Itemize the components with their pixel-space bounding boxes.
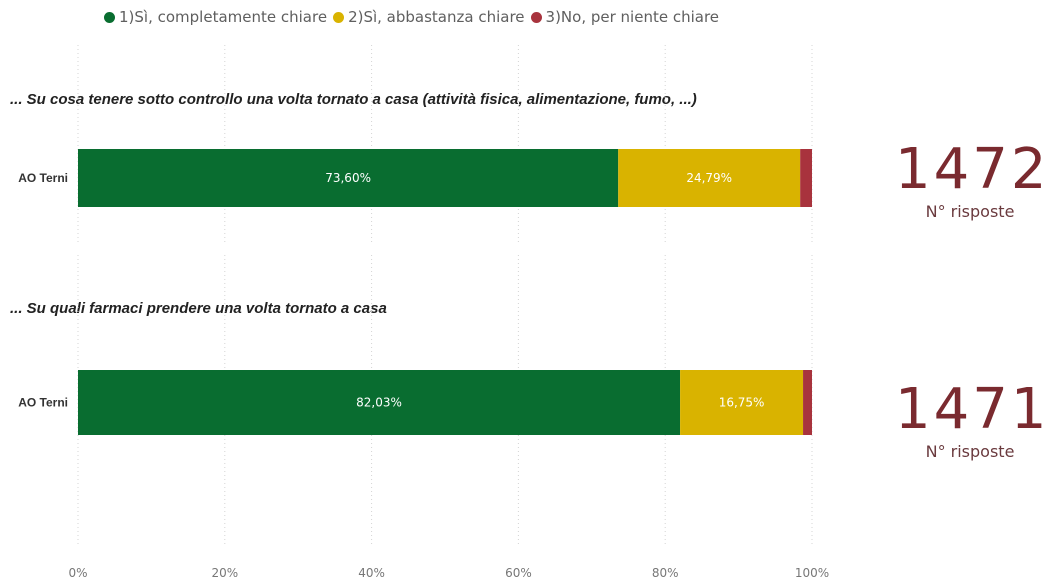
- bar-segment: [78, 149, 619, 207]
- data-label: 16,75%: [719, 396, 765, 410]
- question-title-farmaci: ... Su quali farmaci prendere una volta …: [10, 300, 387, 317]
- legend-label: 3)No, per niente chiare: [545, 8, 720, 26]
- legend-label: 2)Sì, abbastanza chiare: [348, 8, 525, 26]
- bar-segment: [803, 370, 812, 435]
- x-tick-label: 100%: [795, 566, 829, 580]
- bar-segment: [800, 149, 812, 207]
- category-label: AO Terni: [18, 396, 68, 410]
- question-title-controllo: ... Su cosa tenere sotto controllo una v…: [10, 91, 697, 108]
- bar-segment: [680, 370, 804, 435]
- response-count-label: N° risposte: [925, 202, 1015, 221]
- legend-dot-icon: [104, 11, 115, 23]
- bar-segment: [618, 149, 801, 207]
- response-count-value: 1472: [895, 137, 1045, 202]
- response-count-card-1: 1472 N° risposte: [895, 137, 1045, 222]
- data-label: 24,79%: [686, 171, 732, 185]
- response-count-label: N° risposte: [925, 442, 1015, 461]
- data-label: 82,03%: [356, 396, 402, 410]
- x-tick-label: 0%: [68, 566, 87, 580]
- legend-item-completamente[interactable]: 1)Sì, completamente chiare: [104, 8, 327, 26]
- x-tick-label: 80%: [652, 566, 679, 580]
- legend-dot-icon: [333, 11, 345, 23]
- legend-dot-icon: [530, 11, 542, 23]
- response-count-value: 1471: [895, 377, 1045, 442]
- data-label: 73,60%: [325, 171, 371, 185]
- response-count-card-2: 1471 N° risposte: [895, 377, 1045, 462]
- legend-label: 1)Sì, completamente chiare: [119, 8, 328, 26]
- category-label: AO Terni: [18, 171, 68, 185]
- x-tick-label: 40%: [358, 566, 385, 580]
- chart-legend: 1)Sì, completamente chiare 2)Sì, abbasta…: [104, 8, 719, 26]
- legend-item-abbastanza[interactable]: 2)Sì, abbastanza chiare: [333, 8, 525, 26]
- legend-item-per-niente[interactable]: 3)No, per niente chiare: [530, 8, 720, 26]
- x-tick-label: 20%: [211, 566, 238, 580]
- x-tick-label: 60%: [505, 566, 532, 580]
- bar-segment: [78, 370, 681, 435]
